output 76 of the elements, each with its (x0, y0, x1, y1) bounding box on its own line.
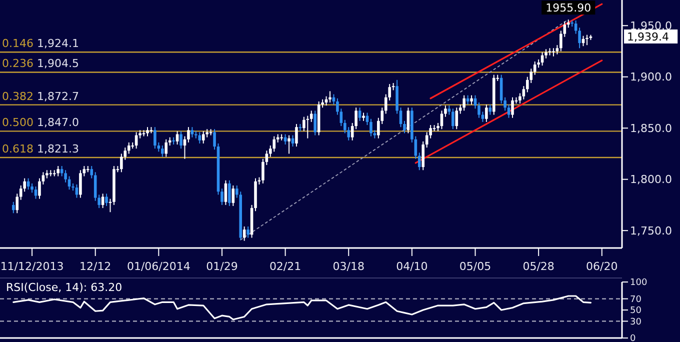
text: 1,939.4 (627, 30, 669, 44)
y-tick-label: 50 (630, 306, 642, 316)
candlestick (552, 48, 555, 57)
candlestick (310, 110, 313, 122)
candlestick (56, 166, 60, 177)
candlestick (30, 182, 34, 194)
candlestick (485, 104, 488, 122)
candlestick (586, 34, 588, 46)
x-tick-label: 03/18 (332, 260, 364, 273)
y-tick-label: 30 (630, 317, 642, 328)
candlestick (146, 126, 149, 137)
x-tick-label: 01/29 (206, 260, 238, 273)
candlestick (507, 104, 510, 118)
ref-line-label: 0.618 1,821.3 (2, 142, 79, 156)
candlestick (470, 94, 473, 106)
x-tick-label: 02/21 (269, 260, 302, 273)
candlestick (12, 201, 15, 214)
candlestick (228, 180, 231, 206)
y-tick-label: 0 (630, 334, 636, 342)
candlestick (295, 124, 298, 148)
candlestick (160, 145, 164, 158)
candlestick (452, 108, 454, 130)
candlestick (105, 193, 108, 206)
candlestick (180, 130, 182, 150)
y-tick-label: 1,800.0 (630, 173, 672, 186)
x-tick-label: 04/10 (396, 260, 428, 273)
x-tick-label: 11/12/2013 (0, 260, 64, 273)
candlestick (358, 107, 362, 122)
y-tick-label: 1,850.0 (630, 122, 672, 135)
candlestick (108, 198, 112, 213)
candlestick (198, 132, 202, 144)
candlestick (314, 110, 316, 136)
chart-title: RSI(Close, 14): 63.20 (6, 281, 122, 294)
candlestick (328, 90, 332, 103)
annotation: 1955.90 (546, 1, 592, 14)
candlestick (462, 94, 466, 112)
candlestick (399, 107, 402, 128)
candlestick (176, 130, 179, 145)
candlestick (422, 140, 425, 171)
candlestick (370, 118, 372, 137)
candlestick (79, 170, 82, 198)
y-tick-label: 1,900.0 (630, 70, 672, 84)
candlestick (242, 226, 246, 242)
candlestick (213, 128, 216, 150)
candlestick (232, 184, 235, 206)
y-tick-label: 70 (630, 294, 642, 305)
x-tick-label: 05/05 (459, 260, 492, 273)
ref-line-label: 0.146 1,924.1 (2, 37, 79, 50)
candlestick (154, 126, 156, 150)
ref-line-label: 0.236 1,904.5 (2, 57, 79, 70)
candlestick (16, 193, 19, 214)
x-tick-label: 06/20 (586, 260, 618, 273)
candlestick (187, 126, 190, 143)
candlestick (202, 130, 205, 144)
x-tick-label: 12/12 (79, 260, 112, 273)
ref-line-label: 0.382 1,872.7 (2, 90, 79, 103)
candlestick (511, 96, 514, 118)
x-tick-label: 01/06/2014 (126, 260, 190, 273)
candlestick (288, 134, 290, 154)
y-tick-label: 1,950.0 (630, 19, 672, 32)
ref-line-label: 0.500 1,847.0 (2, 116, 79, 130)
candlestick (90, 166, 94, 179)
y-tick-label: 1,750.0 (630, 224, 672, 238)
line-series (12, 295, 592, 320)
y-tick-label: 100 (630, 278, 648, 288)
candlestick (246, 226, 250, 238)
candlestick (455, 107, 458, 130)
candlestick (127, 142, 130, 154)
candlestick (94, 172, 97, 202)
candlestick (444, 105, 447, 118)
x-tick-label: 05/28 (522, 260, 554, 273)
candlestick (418, 152, 421, 171)
candlestick (64, 170, 67, 183)
candlestick (164, 138, 168, 158)
candlestick (522, 86, 526, 100)
candlestick (306, 115, 310, 139)
